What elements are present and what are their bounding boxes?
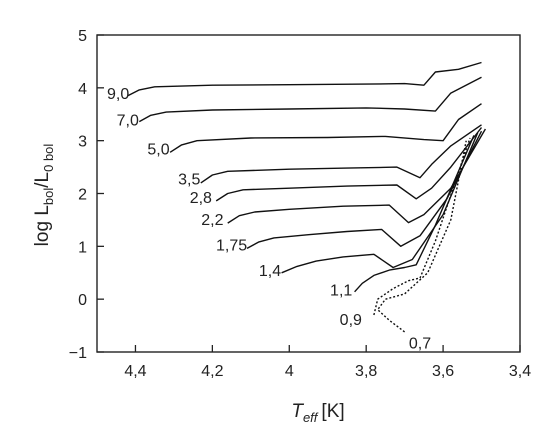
series-lines (127, 61, 487, 333)
y-tick-label: −1 (69, 345, 87, 362)
mass-label: 5,0 (147, 142, 169, 159)
y-tick-label: 1 (78, 239, 87, 256)
track-0-7 (377, 140, 467, 333)
mass-label: 1,75 (216, 238, 247, 255)
x-tick-label: 4,2 (201, 363, 223, 380)
mass-label: 2,2 (201, 212, 223, 229)
track-3-5 (200, 124, 482, 184)
y-tick-label: 4 (78, 81, 87, 98)
mass-label: 9,0 (107, 86, 129, 103)
track-9-0 (127, 61, 482, 97)
x-tick-label: 3,4 (509, 363, 531, 380)
mass-label: 1,1 (330, 283, 352, 300)
mass-label: 2,8 (190, 190, 212, 207)
series-labels: 9,0 7,0 5,0 3,52,8 2,2 1,75 1,4 1,1 0,9 0,7 (107, 86, 431, 352)
mass-label: 0,9 (340, 312, 362, 329)
x-tick-label: 4,4 (124, 363, 146, 380)
y-tick-label: 5 (78, 28, 87, 45)
x-tick-label: 3,6 (432, 363, 454, 380)
y-tick-label: 3 (78, 134, 87, 151)
y-tick-label: 2 (78, 187, 87, 204)
mass-label: 1,4 (259, 263, 281, 280)
mass-label: 3,5 (178, 172, 200, 189)
x-axis: 4,4 4,2 4 3,8 3,6 3,4 (124, 345, 531, 380)
x-tick-label: 4 (285, 363, 294, 380)
plot-frame (96, 34, 521, 353)
x-tick-label: 3,8 (355, 363, 377, 380)
track-1-75 (246, 130, 483, 250)
track-0-9 (373, 137, 471, 316)
y-axis: −1 0 1 2 3 4 5 (69, 28, 104, 362)
mass-label: 0,7 (409, 335, 431, 352)
y-tick-label: 0 (78, 292, 87, 309)
track-5-0 (169, 103, 482, 153)
mass-label: 7,0 (117, 113, 139, 130)
y-axis-label: log Lbol/L0 bol (32, 144, 56, 247)
track-7-0 (138, 76, 482, 123)
track-2-2 (227, 128, 487, 224)
x-axis-label: Teff [K] (291, 401, 344, 425)
track-2-8 (215, 127, 483, 202)
track-1-1 (354, 135, 475, 293)
